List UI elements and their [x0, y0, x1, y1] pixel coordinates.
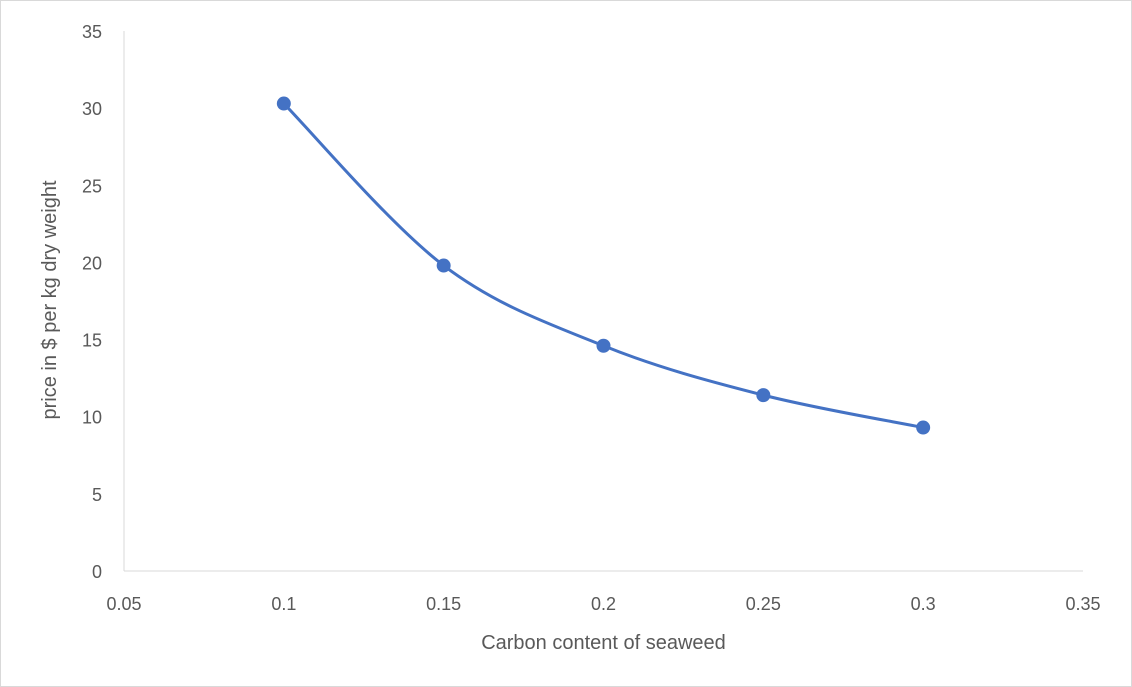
x-tick-label: 0.3 — [911, 594, 936, 614]
x-tick-label: 0.15 — [426, 594, 461, 614]
y-tick-label: 10 — [82, 408, 102, 428]
x-tick-labels: 0.05 0.1 0.15 0.2 0.25 0.3 0.35 — [106, 594, 1100, 614]
y-tick-label: 20 — [82, 253, 102, 273]
x-tick-label: 0.2 — [591, 594, 616, 614]
data-point-marker — [596, 338, 611, 353]
x-tick-label: 0.35 — [1065, 594, 1100, 614]
data-point-marker — [916, 420, 931, 435]
x-tick-label: 0.25 — [746, 594, 781, 614]
data-point-marker — [756, 388, 771, 403]
series-layer — [276, 96, 931, 435]
x-tick-label: 0.05 — [106, 594, 141, 614]
axes — [123, 31, 1083, 572]
data-point-marker — [276, 96, 291, 111]
y-tick-label: 30 — [82, 99, 102, 119]
y-tick-label: 15 — [82, 331, 102, 351]
data-point-marker — [436, 258, 451, 273]
y-tick-label: 25 — [82, 176, 102, 196]
y-tick-label: 0 — [92, 562, 102, 582]
y-tick-label: 35 — [82, 22, 102, 42]
series-line — [282, 102, 924, 429]
y-axis-title: price in $ per kg dry weight — [39, 180, 61, 419]
y-tick-label: 5 — [92, 485, 102, 505]
y-tick-labels: 0 5 10 15 20 25 30 35 — [82, 22, 102, 582]
x-tick-label: 0.1 — [271, 594, 296, 614]
x-axis-title: Carbon content of seaweed — [481, 632, 726, 654]
